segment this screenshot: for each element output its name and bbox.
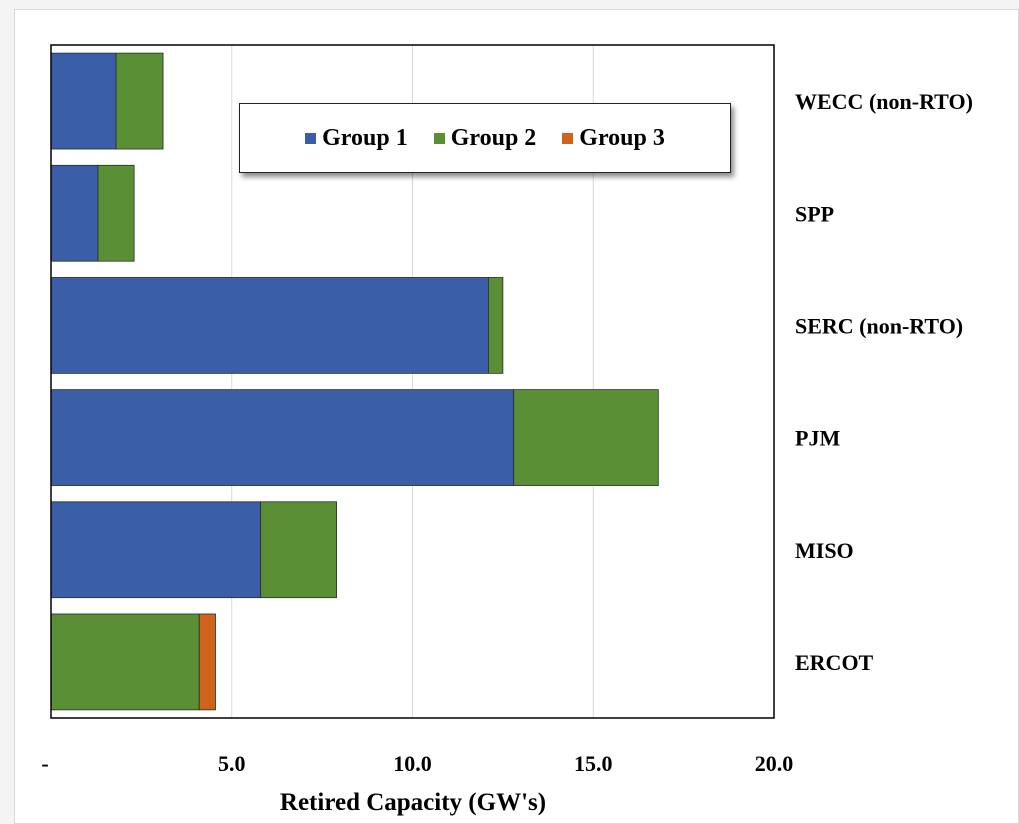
bar-group-2: [513, 389, 659, 486]
legend: Group 1 Group 2 Group 3: [239, 103, 731, 173]
bar-group-2: [50, 613, 200, 711]
x-tick-label: 5.0: [218, 751, 246, 776]
x-tick-label: 20.0: [755, 751, 794, 776]
legend-swatch-group-2: [433, 132, 445, 144]
bar-group-1: [50, 501, 262, 599]
bar-group-2: [97, 164, 135, 262]
legend-entry-group-3: Group 3: [562, 125, 665, 152]
bar-group-3: [198, 613, 216, 711]
category-label: ERCOT: [795, 650, 874, 675]
legend-entry-group-1: Group 1: [305, 125, 408, 152]
bar-group-1: [50, 164, 99, 262]
bar-group-1: [50, 52, 117, 150]
category-label: WECC (non-RTO): [795, 89, 973, 114]
legend-entry-group-2: Group 2: [433, 124, 537, 152]
x-tick-label: 10.0: [393, 751, 432, 776]
legend-swatch-group-3: [562, 132, 574, 144]
bar-group-2: [115, 52, 164, 150]
category-label: SERC (non-RTO): [795, 313, 963, 338]
bar-group-1: [50, 389, 515, 486]
category-label: SPP: [795, 201, 834, 226]
bar-group-2: [488, 277, 504, 374]
legend-label-group-2: Group 2: [450, 124, 537, 151]
bar-group-1: [50, 277, 489, 374]
legend-label-group-1: Group 1: [322, 124, 408, 151]
x-tick-label: 15.0: [574, 751, 613, 776]
category-label: PJM: [795, 426, 840, 451]
category-label: MISO: [795, 538, 854, 563]
legend-label-group-3: Group 3: [579, 124, 665, 151]
plot-border: [50, 44, 775, 719]
x-axis-title: Retired Capacity (GW's): [280, 789, 546, 816]
legend-swatch-group-1: [305, 132, 317, 144]
bar-group-2: [260, 501, 337, 599]
x-tick-label: -: [41, 751, 48, 776]
